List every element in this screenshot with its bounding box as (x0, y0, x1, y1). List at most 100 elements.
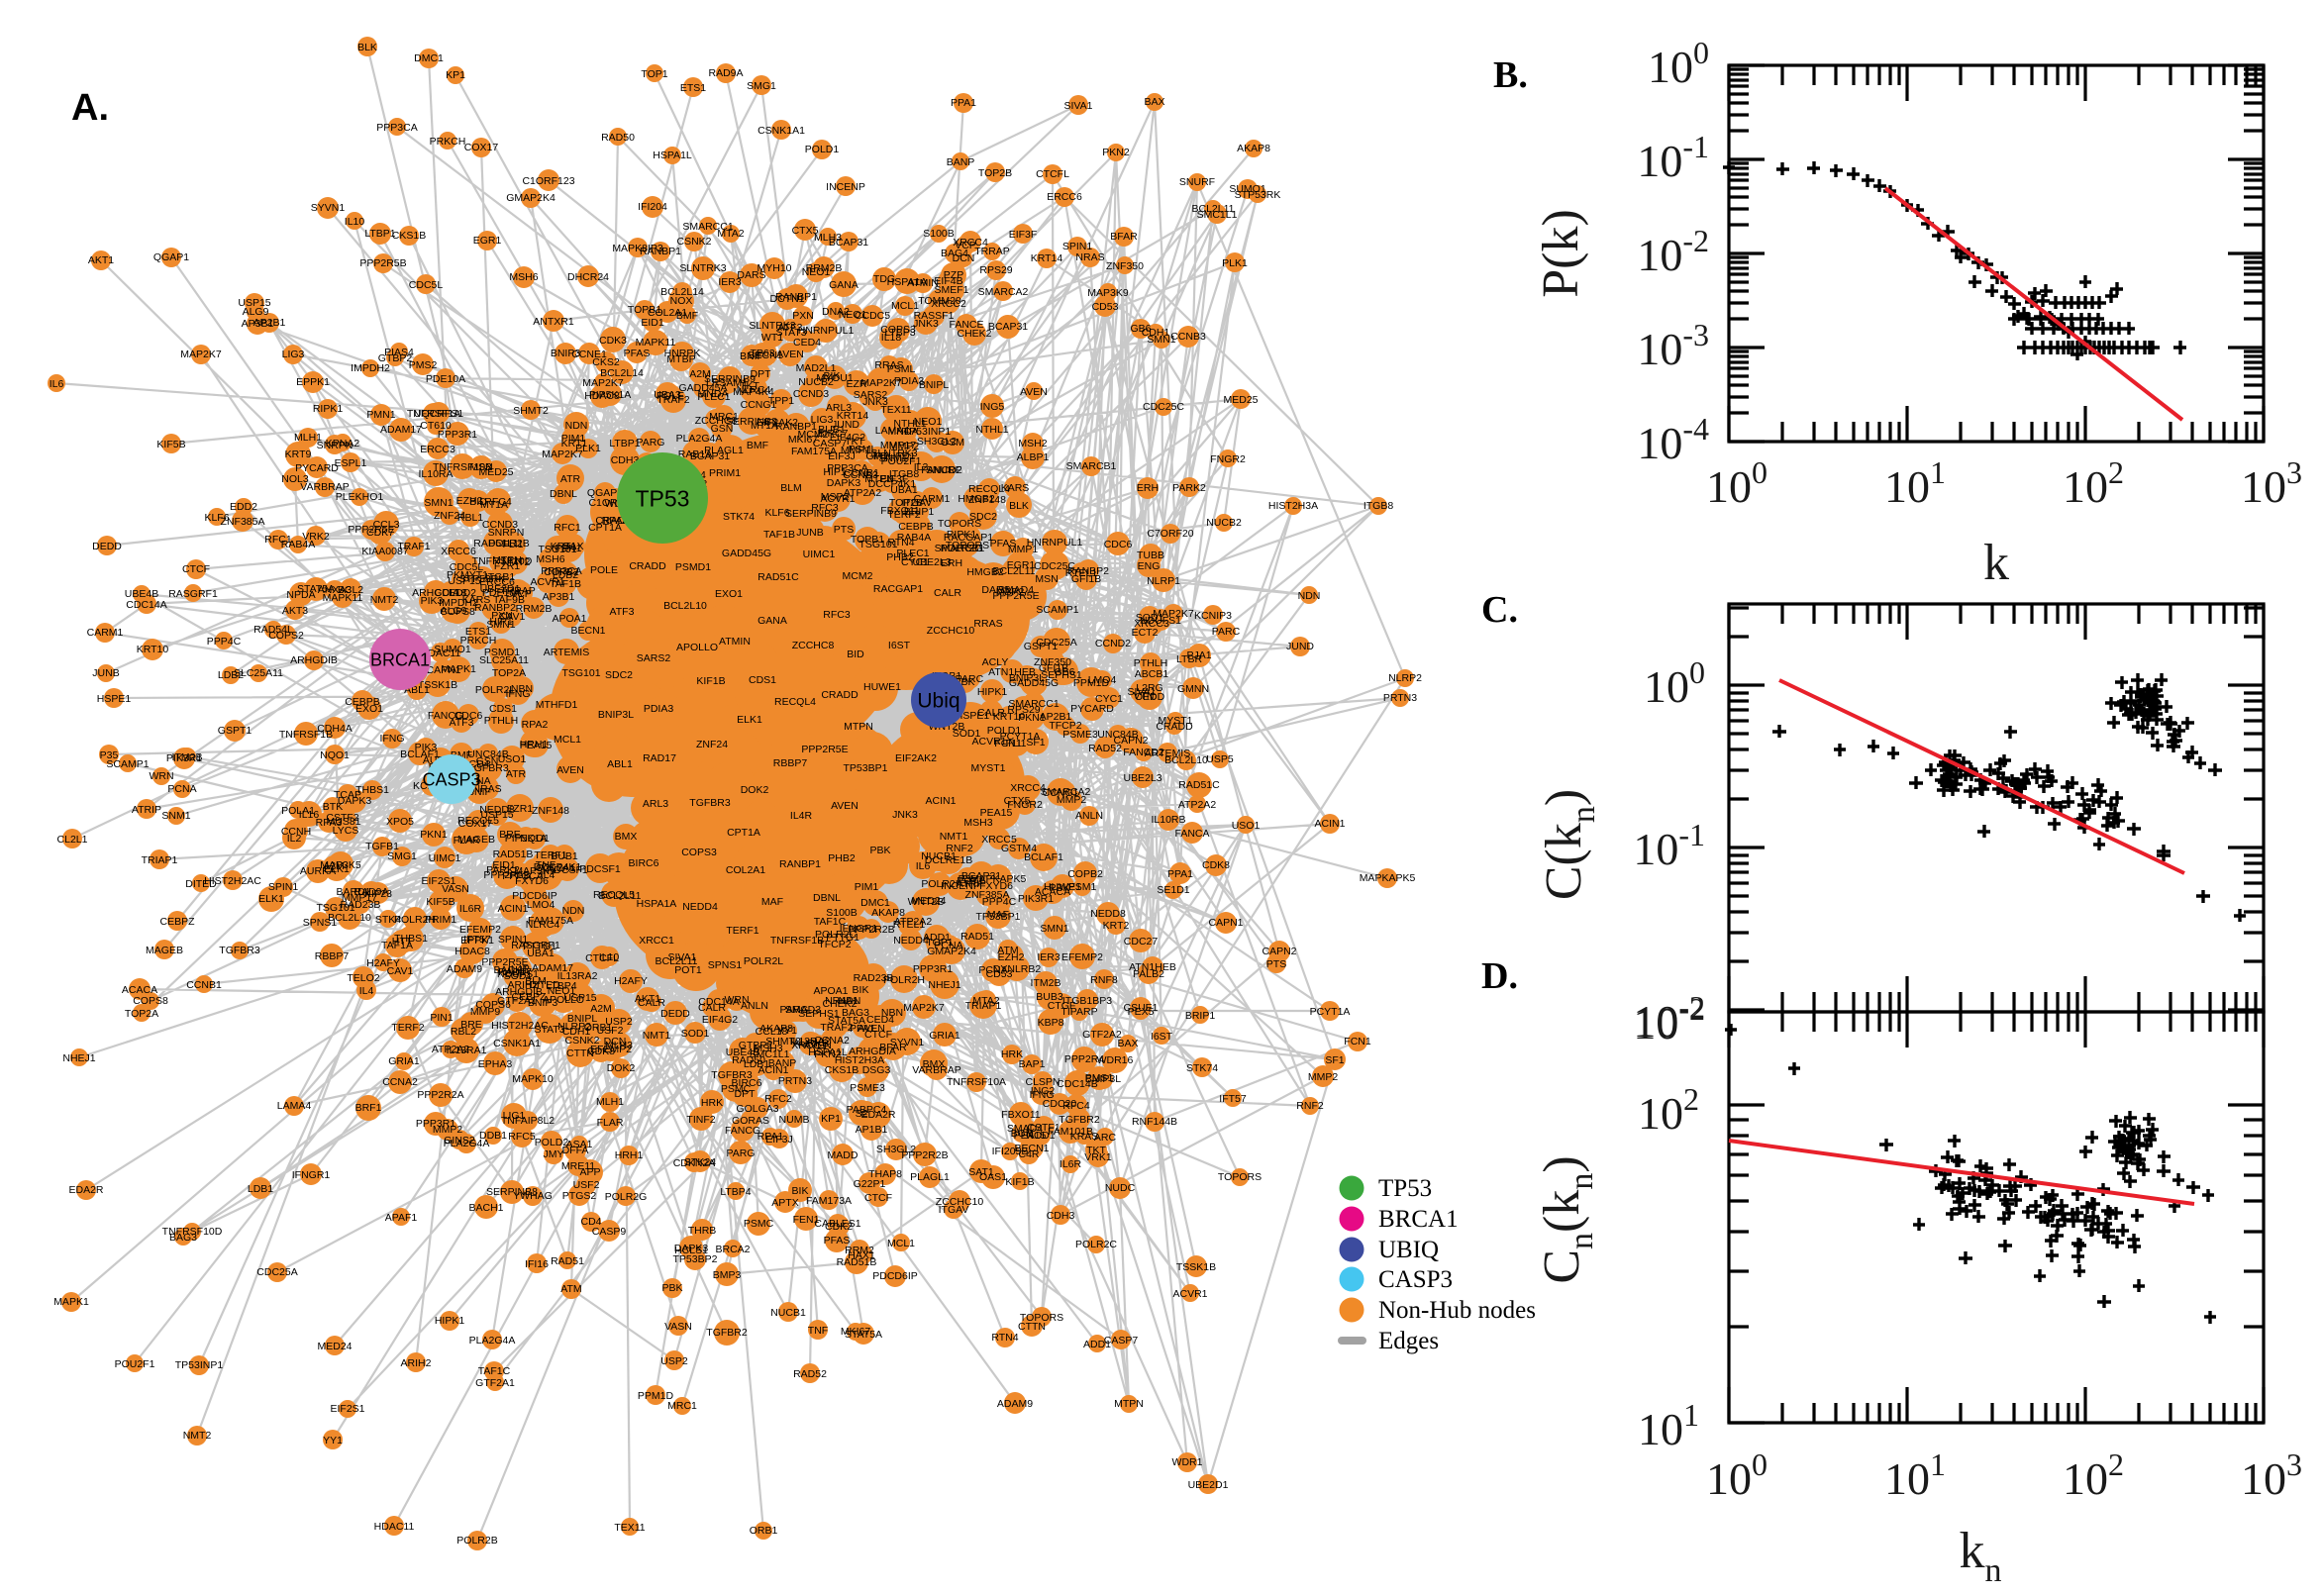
svg-text:STK24: STK24 (684, 1156, 716, 1168)
svg-text:MAP2K7: MAP2K7 (582, 377, 624, 389)
svg-text:BCL2L11: BCL2L11 (598, 890, 641, 902)
svg-text:USF2: USF2 (573, 1179, 600, 1191)
svg-text:ADAM9: ADAM9 (997, 1398, 1033, 1410)
svg-text:ACLY: ACLY (982, 656, 1009, 668)
svg-text:XRCC6: XRCC6 (441, 546, 476, 557)
svg-text:CDS1: CDS1 (489, 703, 517, 715)
svg-text:CDK8: CDK8 (1202, 859, 1230, 871)
svg-text:FLI1: FLI1 (502, 539, 523, 550)
svg-text:PSMD1: PSMD1 (484, 647, 520, 658)
svg-text:GRIA1: GRIA1 (388, 1055, 420, 1067)
svg-text:ACVR1: ACVR1 (1172, 1288, 1207, 1300)
svg-text:RANBP1: RANBP1 (640, 246, 681, 257)
svg-text:CDC5L: CDC5L (409, 279, 444, 291)
svg-text:CHEK2: CHEK2 (957, 328, 991, 340)
svg-text:BRE: BRE (460, 1019, 482, 1031)
svg-text:CCND2: CCND2 (1095, 638, 1131, 649)
svg-text:RNF8: RNF8 (1090, 974, 1118, 986)
svg-text:CALR: CALR (638, 997, 665, 1009)
svg-text:EIF2S1: EIF2S1 (421, 875, 455, 887)
svg-text:KRT1: KRT1 (551, 541, 577, 552)
svg-text:ATF3: ATF3 (450, 717, 474, 729)
svg-text:RNF2: RNF2 (946, 843, 973, 854)
svg-text:PBK: PBK (869, 845, 890, 856)
svg-text:SARS2: SARS2 (637, 652, 671, 664)
svg-text:ORB1: ORB1 (750, 1525, 778, 1537)
svg-text:ITGB8: ITGB8 (1364, 500, 1394, 512)
svg-text:AKAP8: AKAP8 (1237, 143, 1270, 154)
svg-text:GTF2A1: GTF2A1 (475, 1377, 515, 1389)
svg-text:TNFAIP8L2: TNFAIP8L2 (501, 1115, 555, 1127)
svg-text:PPP2R5E: PPP2R5E (801, 744, 848, 755)
svg-text:AURKB: AURKB (793, 1038, 829, 1049)
svg-text:DAPK3: DAPK3 (674, 1243, 709, 1254)
svg-text:PEX5: PEX5 (1128, 1006, 1155, 1018)
svg-text:IL13RA2: IL13RA2 (557, 970, 598, 982)
svg-text:PARG: PARG (637, 437, 665, 449)
svg-text:BCL2L10: BCL2L10 (663, 600, 707, 612)
svg-text:TIPARP: TIPARP (1060, 1006, 1097, 1018)
svg-text:CDS1: CDS1 (749, 674, 776, 686)
svg-text:COPB2: COPB2 (1067, 868, 1103, 880)
svg-text:C.: C. (1481, 589, 1518, 631)
svg-text:MSP2: MSP2 (821, 491, 850, 503)
svg-text:MAF: MAF (761, 896, 783, 908)
svg-text:SIVA1: SIVA1 (1064, 100, 1093, 112)
svg-text:TRAF2: TRAF2 (656, 394, 689, 406)
svg-text:DMC1: DMC1 (414, 52, 444, 64)
svg-text:TNFRSF10A: TNFRSF10A (947, 1076, 1006, 1088)
svg-text:BIK: BIK (824, 370, 841, 382)
svg-text:NBN: NBN (511, 683, 533, 695)
svg-text:BNIF: BNIF (740, 350, 763, 362)
svg-text:ZNF148: ZNF148 (968, 494, 1006, 506)
svg-text:IL6: IL6 (50, 378, 64, 390)
svg-text:ARTEMIS: ARTEMIS (544, 647, 589, 658)
svg-text:TGFB1: TGFB1 (365, 841, 399, 852)
svg-text:HRH1: HRH1 (615, 1149, 644, 1161)
svg-text:TERF1: TERF1 (534, 849, 566, 861)
svg-text:NEDD8: NEDD8 (1090, 908, 1126, 920)
svg-text:DDB1: DDB1 (479, 1130, 507, 1142)
svg-text:PEA15: PEA15 (520, 740, 553, 751)
svg-text:PCNA: PCNA (978, 964, 1007, 976)
svg-text:GINS2: GINS2 (444, 1135, 475, 1147)
svg-text:RBBP7: RBBP7 (315, 950, 350, 962)
svg-text:TGFBR3: TGFBR3 (711, 1069, 753, 1081)
svg-text:NDN: NDN (565, 420, 588, 432)
svg-text:ARL3: ARL3 (826, 402, 852, 414)
svg-text:CTTN: CTTN (1018, 1321, 1046, 1333)
svg-text:KRT2: KRT2 (1103, 920, 1130, 932)
svg-text:AP3B1: AP3B1 (242, 318, 274, 330)
svg-text:AVEN: AVEN (556, 764, 584, 776)
svg-text:PFAS: PFAS (824, 1235, 851, 1247)
svg-text:CASP3: CASP3 (1378, 1266, 1453, 1293)
svg-text:SOD1: SOD1 (681, 1028, 710, 1040)
svg-text:UNC84B: UNC84B (467, 748, 508, 760)
svg-text:PTS: PTS (1266, 958, 1286, 970)
svg-text:COX17: COX17 (464, 142, 499, 153)
svg-text:SPIN1: SPIN1 (268, 881, 299, 893)
svg-text:ADAM9: ADAM9 (447, 963, 482, 975)
svg-text:S100B: S100B (923, 228, 955, 240)
svg-text:IFI16: IFI16 (525, 1258, 549, 1270)
svg-text:JNK3: JNK3 (862, 396, 888, 408)
svg-text:TAF1B: TAF1B (763, 529, 795, 541)
svg-text:RAD50: RAD50 (601, 132, 635, 144)
svg-text:PRTN3: PRTN3 (1383, 692, 1417, 704)
svg-text:CALR: CALR (698, 1002, 726, 1014)
svg-text:FANCG: FANCG (725, 1125, 760, 1137)
svg-text:SMAD4: SMAD4 (1007, 1123, 1043, 1135)
svg-text:BECN1: BECN1 (570, 625, 605, 637)
svg-text:PRTN3: PRTN3 (778, 1075, 812, 1087)
svg-text:FNGR2: FNGR2 (1210, 453, 1246, 465)
svg-text:TNFRSF10D: TNFRSF10D (162, 1226, 223, 1238)
svg-text:IFI205B: IFI205B (992, 1146, 1029, 1157)
svg-text:SMARCA2: SMARCA2 (978, 286, 1029, 298)
svg-text:GANA: GANA (829, 279, 858, 291)
svg-text:THBS1: THBS1 (355, 784, 389, 796)
svg-text:TRIAP1: TRIAP1 (142, 854, 178, 866)
svg-text:ATR: ATR (506, 768, 527, 780)
svg-text:I6ST: I6ST (1151, 1031, 1173, 1043)
svg-text:RPA2: RPA2 (522, 719, 549, 731)
svg-text:BNIPL: BNIPL (919, 379, 950, 391)
